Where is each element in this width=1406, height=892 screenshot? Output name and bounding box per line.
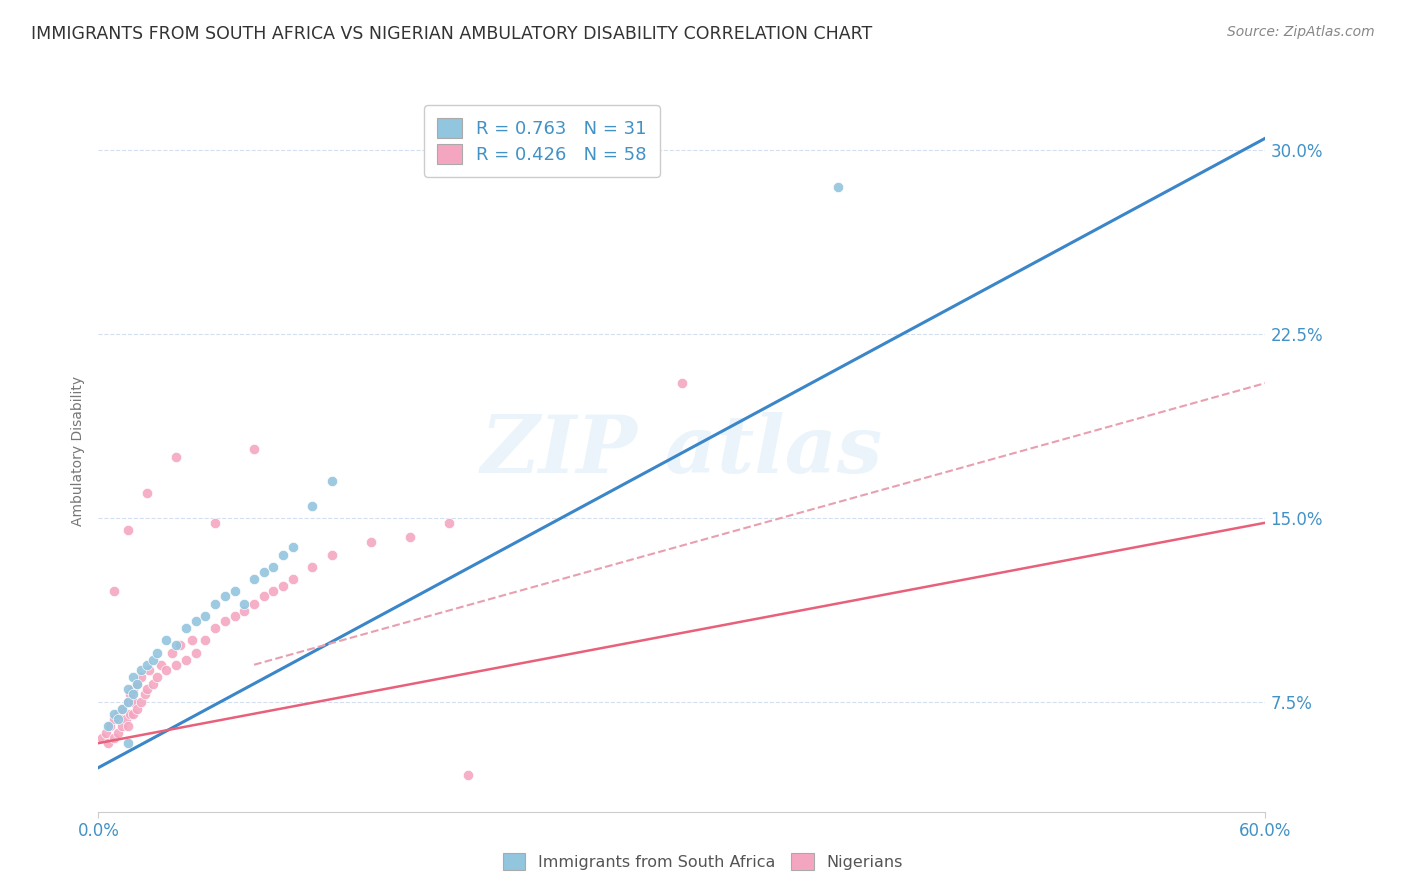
Point [122, 694, 145, 708]
Point [243, 442, 266, 457]
Point [262, 584, 284, 599]
Point [271, 548, 294, 562]
Point [107, 712, 129, 726]
Point [827, 180, 849, 194]
Text: Source: ZipAtlas.com: Source: ZipAtlas.com [1227, 25, 1375, 39]
Point [165, 657, 187, 672]
Point [149, 657, 172, 672]
Point [136, 682, 159, 697]
Point [301, 559, 323, 574]
Point [117, 523, 139, 537]
Point [204, 516, 226, 530]
Point [194, 633, 217, 648]
Point [194, 608, 217, 623]
Point [97, 736, 120, 750]
Point [111, 702, 134, 716]
Point [134, 687, 156, 701]
Point [127, 677, 149, 691]
Point [169, 638, 191, 652]
Point [165, 450, 187, 464]
Point [165, 638, 187, 652]
Point [281, 572, 304, 586]
Point [122, 706, 145, 721]
Point [103, 706, 125, 721]
Point [398, 530, 420, 544]
Point [117, 736, 139, 750]
Point [103, 584, 125, 599]
Point [127, 702, 149, 716]
Point [224, 608, 246, 623]
Point [114, 712, 136, 726]
Point [321, 548, 343, 562]
Legend: Immigrants from South Africa, Nigerians: Immigrants from South Africa, Nigerians [496, 847, 910, 877]
Point [253, 589, 276, 603]
Text: IMMIGRANTS FROM SOUTH AFRICA VS NIGERIAN AMBULATORY DISABILITY CORRELATION CHART: IMMIGRANTS FROM SOUTH AFRICA VS NIGERIAN… [31, 25, 872, 43]
Point [214, 614, 236, 628]
Point [437, 516, 460, 530]
Point [142, 653, 165, 667]
Point [155, 663, 177, 677]
Point [96, 726, 118, 740]
Point [174, 621, 197, 635]
Point [122, 687, 145, 701]
Point [301, 499, 323, 513]
Point [146, 670, 169, 684]
Text: ZIP atlas: ZIP atlas [481, 412, 883, 489]
Point [180, 633, 202, 648]
Y-axis label: Ambulatory Disability: Ambulatory Disability [70, 376, 84, 525]
Point [107, 706, 129, 721]
Point [98, 719, 121, 733]
Point [243, 572, 266, 586]
Point [360, 535, 382, 549]
Point [204, 597, 226, 611]
Point [321, 474, 343, 488]
Point [138, 663, 160, 677]
Point [103, 731, 125, 746]
Legend: R = 0.763   N = 31, R = 0.426   N = 58: R = 0.763 N = 31, R = 0.426 N = 58 [425, 105, 659, 177]
Point [204, 621, 226, 635]
Point [117, 682, 139, 697]
Point [107, 726, 129, 740]
Point [122, 682, 145, 697]
Point [97, 719, 120, 733]
Point [262, 559, 284, 574]
Point [146, 646, 169, 660]
Point [118, 706, 141, 721]
Point [253, 565, 276, 579]
Point [174, 653, 197, 667]
Point [214, 589, 236, 603]
Point [233, 597, 256, 611]
Point [129, 663, 152, 677]
Point [457, 768, 479, 782]
Point [224, 584, 246, 599]
Point [233, 604, 256, 618]
Point [271, 579, 294, 593]
Point [142, 677, 165, 691]
Point [111, 719, 134, 733]
Point [136, 486, 159, 500]
Point [117, 694, 139, 708]
Point [103, 712, 125, 726]
Point [281, 540, 304, 554]
Point [136, 657, 159, 672]
Point [184, 646, 207, 660]
Point [91, 731, 114, 746]
Point [127, 677, 149, 691]
Point [129, 670, 152, 684]
Point [117, 694, 139, 708]
Point [129, 694, 152, 708]
Point [184, 614, 207, 628]
Point [671, 376, 693, 390]
Point [118, 687, 141, 701]
Point [162, 646, 184, 660]
Point [111, 702, 134, 716]
Point [155, 633, 177, 648]
Point [122, 670, 145, 684]
Point [117, 719, 139, 733]
Point [243, 597, 266, 611]
